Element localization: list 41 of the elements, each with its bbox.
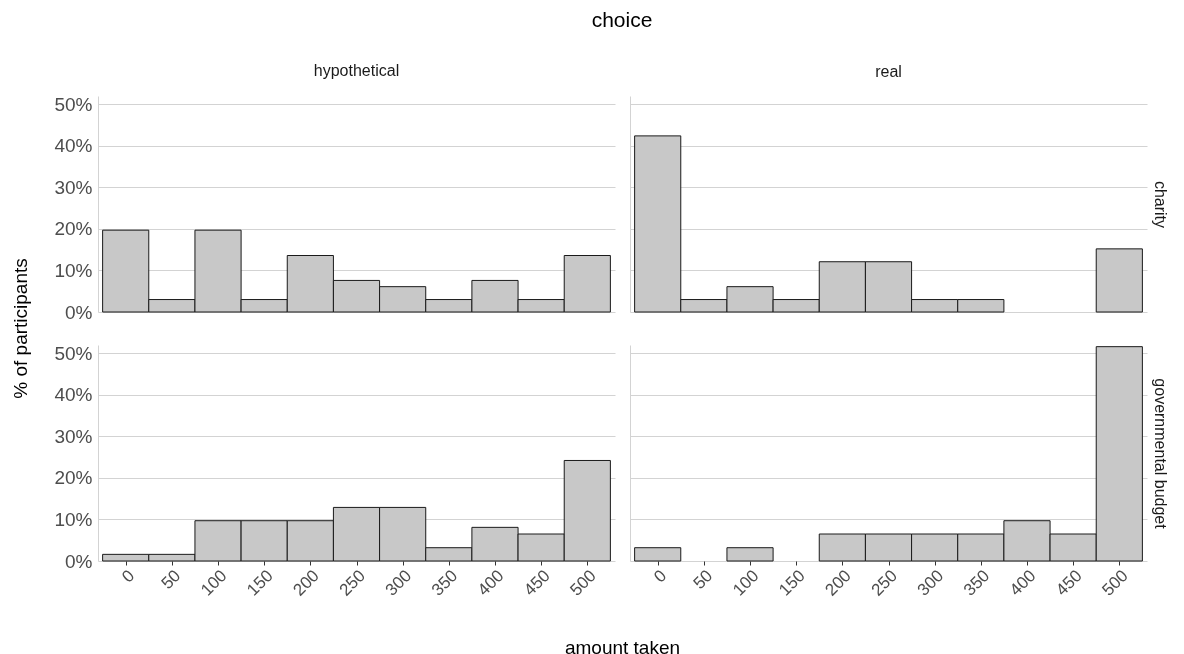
- y-tick-label: 50%: [54, 93, 93, 115]
- y-tick-label: 20%: [54, 467, 93, 489]
- y-tick-label: 10%: [54, 259, 93, 281]
- x-tick-label: 500: [1098, 566, 1132, 600]
- x-tick-label: 0: [118, 566, 139, 587]
- y-tick-label: 30%: [54, 176, 93, 198]
- x-axis-title: amount taken: [564, 636, 681, 654]
- x-tick-label: 450: [1052, 566, 1086, 600]
- x-tick-label: 50: [689, 566, 717, 593]
- x-tick-label: 250: [335, 566, 370, 600]
- x-tick-label: 300: [381, 566, 416, 600]
- y-tick-label: 50%: [54, 342, 93, 364]
- chart-title: hypothetical: [313, 62, 400, 80]
- y2-axis-title: governmental budget: [1151, 378, 1169, 530]
- text: choice: [591, 8, 653, 32]
- y-tick-label: 40%: [54, 384, 93, 406]
- y2-axis-title: charity: [1151, 180, 1169, 229]
- x-tick-label: 150: [243, 566, 277, 600]
- x-tick-label: 250: [867, 566, 902, 600]
- y-tick-label: 20%: [54, 218, 93, 240]
- x-tick-label: 400: [1006, 566, 1040, 600]
- y-tick-label: 10%: [54, 508, 93, 530]
- y-tick-label: 30%: [54, 425, 93, 447]
- y-tick-label: 0%: [65, 301, 93, 323]
- x-tick-label: 100: [729, 566, 763, 600]
- x-tick-label: 350: [959, 566, 994, 600]
- x-tick-label: 200: [289, 566, 323, 600]
- x-tick-label: 300: [913, 566, 948, 600]
- x-tick-label: 200: [821, 566, 855, 600]
- chart-title: real: [875, 63, 902, 80]
- x-tick-label: 450: [520, 566, 554, 600]
- x-tick-label: 500: [566, 566, 600, 600]
- y-tick-label: 40%: [54, 135, 93, 157]
- x-tick-label: 350: [427, 566, 462, 600]
- x-tick-label: 100: [197, 566, 231, 600]
- x-tick-label: 400: [474, 566, 508, 600]
- x-tick-label: 0: [650, 566, 671, 587]
- x-tick-label: 150: [775, 566, 809, 600]
- y-tick-label: 0%: [65, 550, 93, 572]
- x-tick-label: 50: [157, 566, 185, 593]
- y-axis-title: % of participants: [9, 258, 31, 399]
